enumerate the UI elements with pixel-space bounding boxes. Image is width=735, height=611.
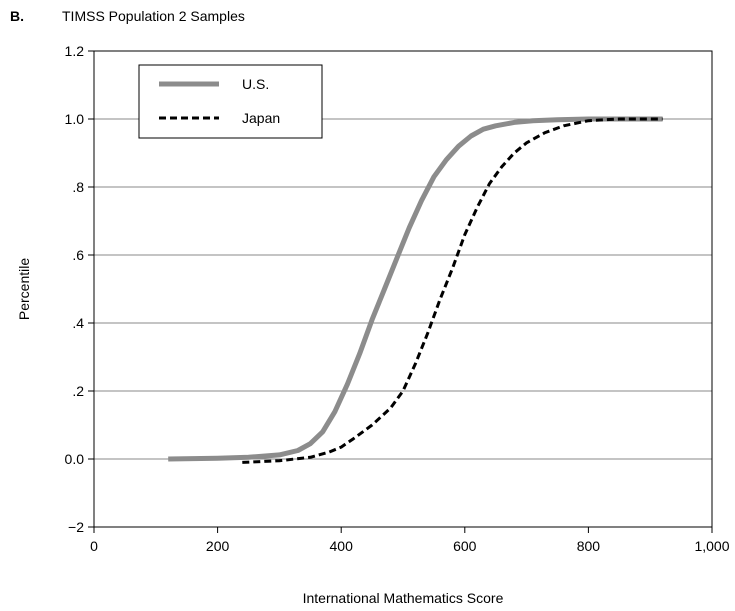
x-tick-label: 1,000 [694, 538, 729, 554]
y-tick-label: 1.2 [65, 43, 85, 59]
y-tick-label: .2 [72, 383, 84, 399]
legend-label: U.S. [242, 76, 269, 92]
series-line-u-s [168, 116, 663, 462]
x-tick-label: 800 [577, 538, 601, 554]
legend-label: Japan [242, 110, 280, 126]
axis-layer: −2 0.0 .2 .4 .6 .8 1.0 1.2 0 200 400 600 800 1,000 [65, 43, 730, 554]
plot-frame [93, 50, 713, 528]
x-axis-label: International Mathematics Score [303, 590, 504, 606]
x-tick-label: 200 [206, 538, 230, 554]
x-tick-label: 400 [330, 538, 354, 554]
x-tick-label: 0 [90, 538, 98, 554]
chart-title: TIMSS Population 2 Samples [62, 8, 245, 24]
y-tick-label: −2 [68, 519, 84, 535]
legend-box [138, 64, 323, 139]
series-line-japan [242, 117, 663, 464]
y-tick-label: .6 [72, 247, 84, 263]
panel-label: B. [10, 8, 24, 24]
y-tick-label: .8 [72, 179, 84, 195]
grid-layer [94, 118, 712, 460]
x-tick-label: 600 [453, 538, 477, 554]
y-axis-label: Percentile [16, 258, 32, 320]
y-tick-label: 1.0 [65, 111, 85, 127]
series-layer [168, 116, 663, 464]
y-tick-label: 0.0 [65, 451, 85, 467]
y-tick-label: .4 [72, 315, 84, 331]
legend: U.S. Japan [138, 64, 323, 139]
